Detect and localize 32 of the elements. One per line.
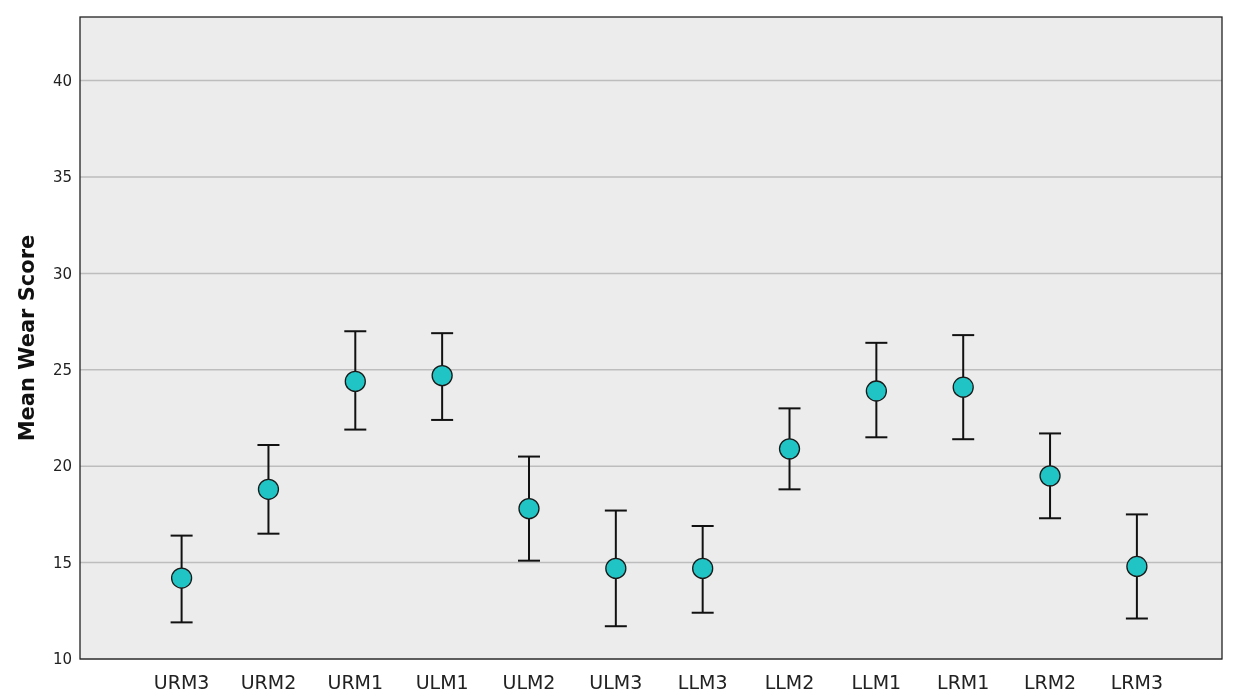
x-tick-label: ULM3 [589, 671, 643, 693]
point [257, 478, 280, 500]
x-tick-label: LRM1 [937, 671, 990, 693]
x-tick-label: LLM1 [851, 671, 902, 693]
point [778, 438, 801, 460]
x-tick-label: ULM2 [502, 671, 556, 693]
x-tick-label: LLM2 [764, 671, 815, 693]
point [170, 567, 193, 589]
y-tick-label: 10 [52, 650, 72, 669]
point [865, 380, 888, 402]
x-tick-label: LLM3 [677, 671, 728, 693]
point [1126, 555, 1148, 578]
point [431, 364, 453, 387]
point [344, 370, 366, 393]
y-tick-label: 15 [52, 553, 72, 572]
y-tick-label: 25 [52, 361, 72, 380]
point [692, 557, 714, 580]
point [518, 497, 540, 520]
point [952, 376, 974, 398]
point [605, 557, 627, 580]
x-tick-label: URM3 [153, 671, 210, 693]
y-tick-label: 40 [52, 71, 72, 90]
y-tick-label: 35 [52, 168, 72, 187]
y-tick-label: 20 [52, 457, 72, 476]
y-axis-title: Mean Wear Score [15, 234, 39, 442]
x-tick-label: ULM1 [415, 671, 469, 693]
point [1039, 465, 1061, 487]
x-tick-label: URM2 [240, 671, 297, 693]
x-tick-label: LRM2 [1023, 671, 1077, 693]
y-tick-label: 30 [52, 264, 72, 283]
x-tick-label: LRM3 [1110, 671, 1164, 693]
x-tick-label: URM1 [327, 671, 384, 693]
